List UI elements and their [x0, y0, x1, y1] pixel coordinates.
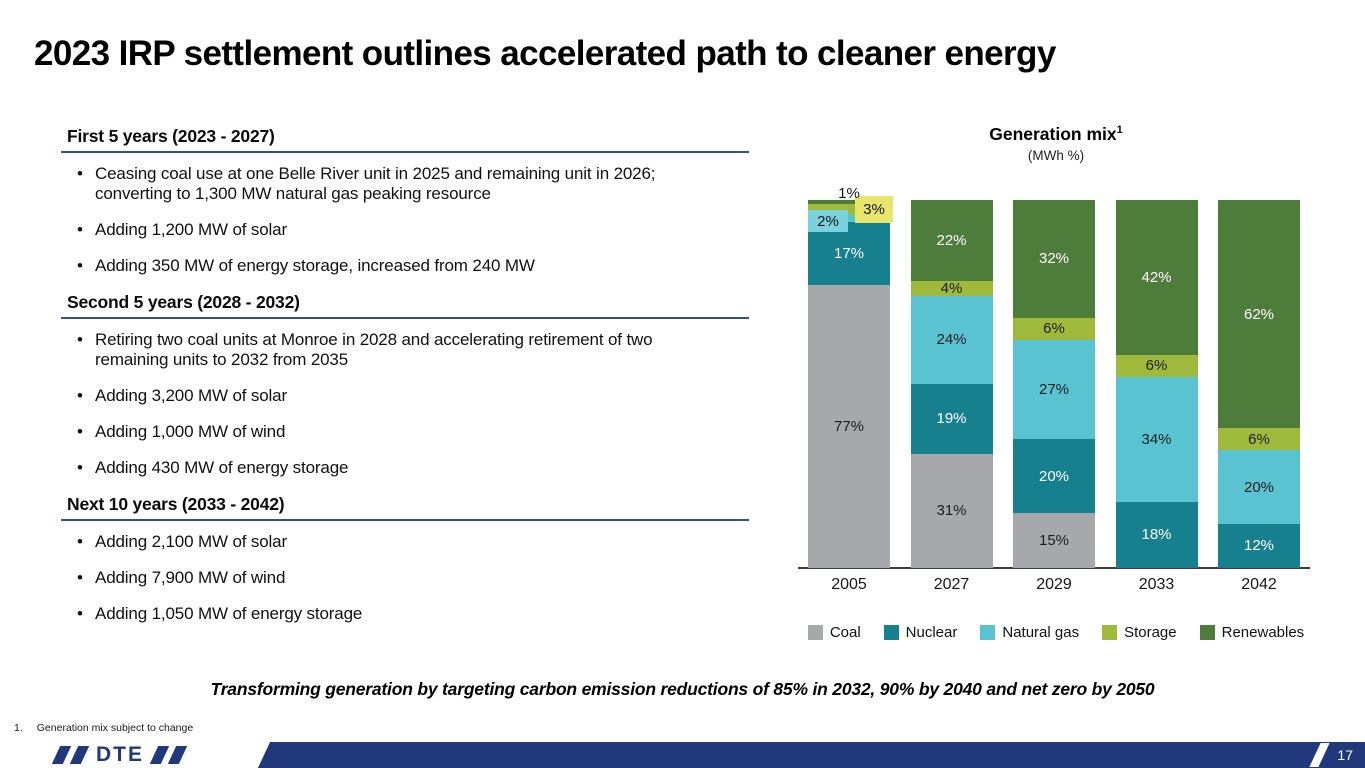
- legend-item: Renewables: [1199, 624, 1305, 641]
- page-number: 17: [1337, 747, 1353, 763]
- bar-2005: 1% 3% 2% 17% 77%: [808, 185, 893, 568]
- section-header: First 5 years (2023 - 2027): [61, 126, 749, 153]
- generation-mix-chart: Generation mix1 (MWh %) 1% 3% 2% 17% 77% 22% 4…: [798, 118, 1312, 663]
- segment-natural-gas: 34%: [1115, 376, 1198, 502]
- legend-item: Storage: [1102, 624, 1177, 641]
- x-axis-label: 2005: [831, 576, 867, 593]
- legend-swatch-icon: [1102, 625, 1118, 640]
- segment-label: 1%: [838, 185, 860, 202]
- segment-coal: 77%: [808, 284, 890, 568]
- chart-legend: Coal Nuclear Natural gas Storage Renewables: [800, 624, 1312, 641]
- legend-item: Natural gas: [980, 624, 1079, 641]
- segment-natural-gas: [808, 214, 890, 223]
- bullet-item: Adding 1,000 MW of wind: [61, 422, 710, 442]
- footer-bar: DTE 17: [0, 742, 1365, 768]
- segment-coal: 31%: [910, 453, 993, 568]
- logo-slash-icon: [167, 746, 188, 764]
- segment-renewables: 32%: [1013, 200, 1095, 318]
- legend-swatch-icon: [883, 625, 899, 640]
- bullet-item: Retiring two coal units at Monroe in 202…: [61, 330, 710, 370]
- segment-renewables: 62%: [1218, 200, 1300, 429]
- legend-swatch-icon: [1199, 625, 1215, 640]
- page-number-area: 17: [1309, 742, 1353, 768]
- bullet-item: Ceasing coal use at one Belle River unit…: [61, 164, 710, 204]
- plan-sections: First 5 years (2023 - 2027) Ceasing coal …: [61, 126, 749, 640]
- legend-label: Storage: [1124, 624, 1177, 641]
- legend-swatch-icon: [980, 625, 996, 640]
- chart-plot: 1% 3% 2% 17% 77% 22% 4% 24% 19% 31% 32% 6% 27% 20% 15%…: [798, 185, 1312, 569]
- segment-storage: 6%: [1218, 428, 1300, 451]
- section-header: Second 5 years (2028 - 2032): [61, 292, 749, 319]
- logo-slash-icon: [149, 746, 170, 764]
- segment-storage: [808, 203, 890, 215]
- segment-nuclear: 20%: [1013, 439, 1095, 513]
- segment-nuclear: 17%: [808, 222, 890, 285]
- chart-title-footnote-ref: 1: [1116, 124, 1123, 137]
- legend-label: Nuclear: [905, 624, 958, 641]
- x-axis-label: 2029: [1036, 576, 1072, 593]
- bullet-item: Adding 7,900 MW of wind: [61, 568, 710, 588]
- bullet-list: Ceasing coal use at one Belle River unit…: [61, 164, 749, 276]
- bullet-item: Adding 430 MW of energy storage: [61, 458, 710, 478]
- legend-item: Nuclear: [883, 624, 958, 641]
- segment-natural-gas: 24%: [910, 295, 993, 385]
- takeaway-statement: Transforming generation by targeting car…: [210, 679, 1155, 699]
- bullet-item: Adding 3,200 MW of solar: [61, 386, 710, 406]
- bullet-list: Adding 2,100 MW of solar Adding 7,900 MW …: [61, 532, 749, 624]
- legend-label: Natural gas: [1002, 624, 1080, 641]
- x-axis-label: 2033: [1138, 576, 1175, 593]
- bullet-item: Adding 2,100 MW of solar: [61, 532, 710, 552]
- bar-2042: 62% 6% 20% 12%: [1218, 200, 1300, 568]
- segment-renewables: 22%: [910, 200, 993, 281]
- segment-natural-gas: 27%: [1013, 339, 1095, 440]
- segment-label: 3%: [855, 196, 893, 223]
- page-title: 2023 IRP settlement outlines accelerated…: [34, 34, 1056, 73]
- segment-storage: 4%: [910, 280, 993, 296]
- bar-2029: 32% 6% 27% 20% 15%: [1013, 200, 1095, 568]
- logo-slash-icon: [69, 746, 90, 764]
- logo-text: DTE: [96, 743, 144, 766]
- segment-nuclear: 18%: [1115, 501, 1198, 568]
- bullet-item: Adding 350 MW of energy storage, increas…: [61, 256, 710, 276]
- bullet-item: Adding 1,050 MW of energy storage: [61, 604, 710, 624]
- segment-label: 2%: [808, 210, 848, 232]
- legend-item: Coal: [807, 624, 861, 641]
- segment-storage: 6%: [1115, 354, 1198, 377]
- chart-title: Generation mix1: [800, 124, 1312, 145]
- footnote-marker: 1.: [14, 722, 23, 734]
- chart-subtitle: (MWh %): [1027, 148, 1085, 163]
- legend-label: Coal: [829, 624, 861, 641]
- plan-section: First 5 years (2023 - 2027) Ceasing coal …: [61, 126, 749, 276]
- legend-label: Renewables: [1221, 624, 1305, 641]
- bullet-list: Retiring two coal units at Monroe in 202…: [61, 330, 749, 478]
- plan-section: Next 10 years (2033 - 2042) Adding 2,100 …: [61, 494, 749, 624]
- bullet-item: Adding 1,200 MW of solar: [61, 220, 710, 240]
- x-axis-label: 2027: [933, 576, 970, 593]
- segment-renewables: 42%: [1115, 200, 1198, 355]
- x-axis-label: 2042: [1241, 576, 1277, 593]
- segment-nuclear: 19%: [910, 384, 993, 454]
- legend-swatch-icon: [807, 625, 823, 640]
- segment-coal: 15%: [1013, 512, 1095, 568]
- x-axis-line: [798, 567, 1310, 569]
- dte-logo: DTE: [51, 742, 190, 768]
- segment-nuclear: 12%: [1218, 523, 1300, 568]
- segment-renewables: [808, 200, 890, 204]
- footnote: 1. Generation mix subject to change: [14, 722, 193, 734]
- bar-2033: 42% 6% 34% 18%: [1115, 200, 1198, 568]
- segment-natural-gas: 20%: [1218, 450, 1300, 524]
- plan-section: Second 5 years (2028 - 2032) Retiring two…: [61, 292, 749, 478]
- bar-2027: 22% 4% 24% 19% 31%: [910, 200, 993, 568]
- footnote-text: Generation mix subject to change: [36, 722, 194, 734]
- section-header: Next 10 years (2033 - 2042): [61, 494, 749, 521]
- page-slash-icon: [1309, 743, 1331, 767]
- chart-title-text: Generation mix: [989, 124, 1117, 144]
- segment-storage: 6%: [1013, 317, 1095, 340]
